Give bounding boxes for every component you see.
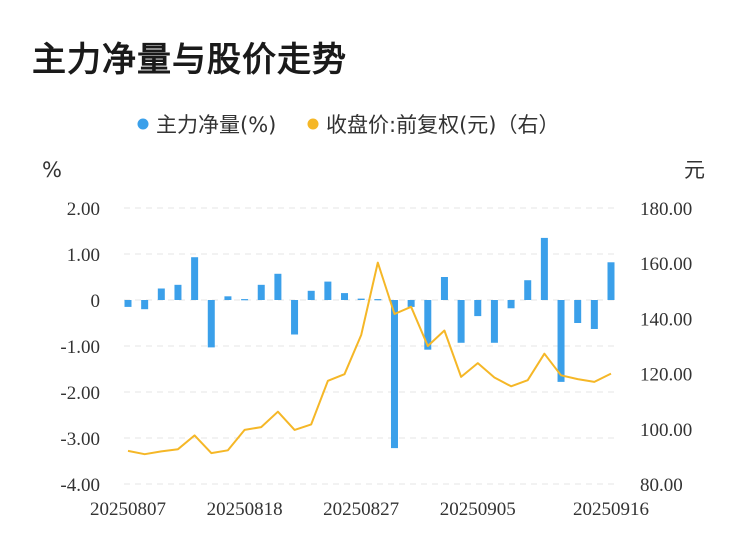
left-tick-label: -3.00 — [60, 429, 100, 450]
bar — [574, 300, 582, 323]
price-line — [127, 261, 612, 456]
x-tick-label: 20250905 — [440, 499, 516, 520]
bar — [291, 300, 299, 335]
left-tick-label: 1.00 — [67, 245, 100, 266]
bar — [407, 300, 415, 307]
bar — [474, 300, 482, 317]
right-tick-label: 80.00 — [640, 475, 683, 496]
bar — [124, 300, 132, 307]
right-tick-label: 180.00 — [640, 199, 692, 220]
bar — [341, 293, 349, 300]
line-series — [127, 261, 612, 456]
bar — [241, 299, 249, 301]
legend-marker-line — [307, 118, 319, 130]
chart-title: 主力净量与股价走势 — [32, 40, 347, 80]
bar — [224, 296, 232, 300]
bar — [507, 300, 515, 309]
legend-label-bar: 主力净量(%) — [156, 113, 276, 137]
bar — [440, 277, 448, 300]
bar — [390, 300, 398, 449]
bar — [524, 280, 532, 300]
bar — [374, 299, 382, 301]
bar — [174, 284, 182, 300]
bar — [324, 281, 332, 300]
left-axis-unit: % — [42, 158, 62, 182]
bar — [557, 300, 565, 382]
left-axis-ticks: 2.00 1.00 0 -1.00 -2.00 -3.00 -4.00 — [60, 199, 100, 496]
bar — [457, 300, 465, 343]
right-axis-ticks: 180.00 160.00 140.00 120.00 100.00 80.00 — [640, 199, 692, 496]
bar — [274, 273, 282, 300]
x-tick-label: 20250916 — [573, 499, 649, 520]
bar — [191, 257, 199, 300]
left-tick-label: -4.00 — [60, 475, 100, 496]
legend-label-line: 收盘价:前复权(元)（右） — [326, 113, 559, 137]
right-tick-label: 140.00 — [640, 309, 692, 330]
x-tick-label: 20250807 — [90, 499, 166, 520]
bar-series — [124, 237, 615, 449]
right-axis-unit: 元 — [684, 158, 705, 182]
legend-marker-bar — [137, 118, 149, 130]
bar — [540, 237, 548, 300]
bar — [157, 288, 165, 300]
right-tick-label: 160.00 — [640, 254, 692, 275]
right-tick-label: 120.00 — [640, 365, 692, 386]
bar — [607, 262, 615, 300]
x-tick-label: 20250827 — [323, 499, 399, 520]
bar — [490, 300, 498, 343]
bar — [590, 300, 598, 329]
bar — [141, 300, 149, 310]
x-tick-label: 20250818 — [207, 499, 283, 520]
bar — [357, 298, 365, 300]
legend: 主力净量(%) 收盘价:前复权(元)（右） — [137, 113, 559, 137]
left-tick-label: -1.00 — [60, 337, 100, 358]
left-tick-label: 2.00 — [67, 199, 100, 220]
left-tick-label: 0 — [91, 291, 101, 312]
bar — [424, 300, 432, 350]
bar — [307, 290, 315, 300]
left-tick-label: -2.00 — [60, 383, 100, 404]
x-axis-ticks: 20250807 20250818 20250827 20250905 20250916 — [90, 499, 649, 520]
bar — [207, 300, 215, 348]
bar — [257, 284, 265, 300]
right-tick-label: 100.00 — [640, 420, 692, 441]
